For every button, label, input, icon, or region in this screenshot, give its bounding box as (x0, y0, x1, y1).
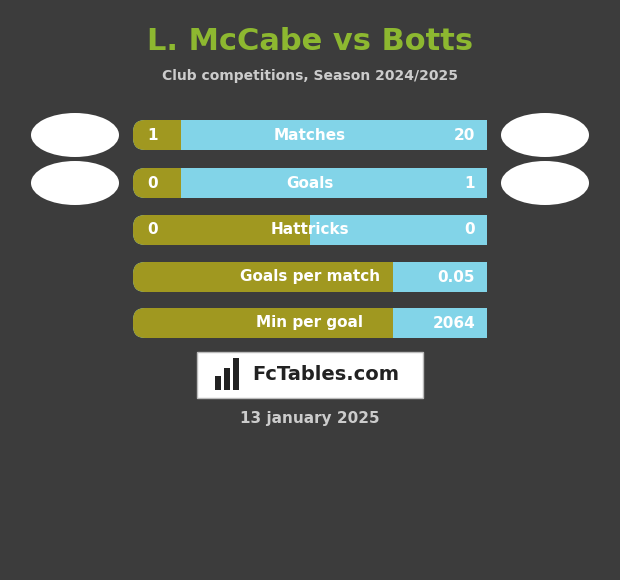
FancyBboxPatch shape (133, 168, 487, 198)
FancyBboxPatch shape (463, 120, 487, 150)
Bar (393, 308, 487, 338)
Bar (181, 168, 487, 198)
Text: Matches: Matches (274, 128, 346, 143)
Text: 13 january 2025: 13 january 2025 (240, 411, 380, 426)
Text: Goals per match: Goals per match (240, 270, 380, 285)
Ellipse shape (501, 113, 589, 157)
Text: 1: 1 (464, 176, 475, 190)
FancyBboxPatch shape (133, 308, 405, 338)
FancyBboxPatch shape (463, 168, 487, 198)
Text: 2064: 2064 (432, 316, 475, 331)
Ellipse shape (501, 161, 589, 205)
Text: 1: 1 (147, 128, 157, 143)
FancyBboxPatch shape (133, 262, 487, 292)
Bar (310, 215, 487, 245)
Text: Club competitions, Season 2024/2025: Club competitions, Season 2024/2025 (162, 69, 458, 83)
FancyBboxPatch shape (463, 215, 487, 245)
Text: Goals: Goals (286, 176, 334, 190)
Text: 20: 20 (454, 128, 475, 143)
Text: Min per goal: Min per goal (257, 316, 363, 331)
Bar (393, 262, 487, 292)
Text: 0: 0 (147, 223, 157, 237)
Ellipse shape (31, 161, 119, 205)
Bar (181, 120, 487, 150)
Bar (215, 376, 221, 390)
Text: 0: 0 (147, 176, 157, 190)
Text: L. McCabe vs Botts: L. McCabe vs Botts (147, 27, 473, 56)
Ellipse shape (31, 113, 119, 157)
FancyBboxPatch shape (463, 308, 487, 338)
FancyBboxPatch shape (133, 168, 193, 198)
Bar (197, 352, 423, 398)
Bar (224, 368, 230, 390)
Text: FcTables.com: FcTables.com (252, 365, 399, 385)
FancyBboxPatch shape (133, 120, 193, 150)
Bar (233, 358, 239, 390)
FancyBboxPatch shape (133, 215, 487, 245)
Text: Hattricks: Hattricks (271, 223, 349, 237)
FancyBboxPatch shape (133, 262, 405, 292)
FancyBboxPatch shape (133, 215, 322, 245)
Text: 0: 0 (464, 223, 475, 237)
FancyBboxPatch shape (133, 120, 487, 150)
FancyBboxPatch shape (463, 262, 487, 292)
Text: 0.05: 0.05 (438, 270, 475, 285)
FancyBboxPatch shape (133, 308, 487, 338)
